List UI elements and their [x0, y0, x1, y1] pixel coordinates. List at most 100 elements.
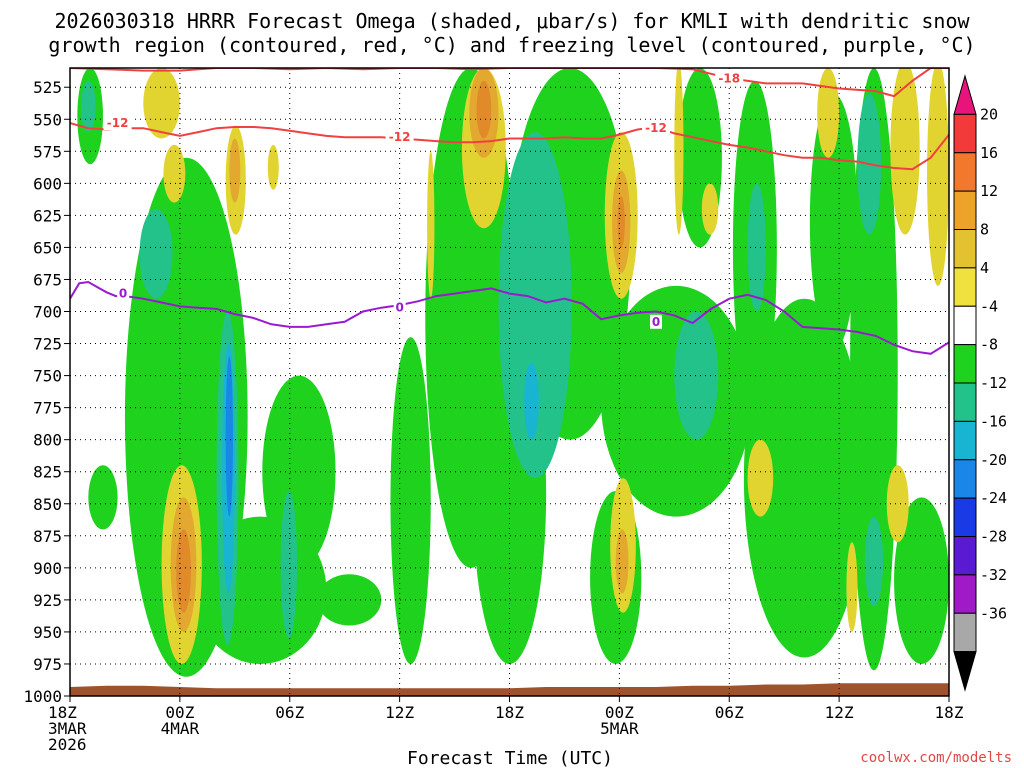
- colorbar-label: -8: [980, 336, 998, 354]
- credit-text: coolwx.com/modelts: [860, 750, 1012, 766]
- omega-region: [229, 138, 241, 203]
- contour-label: 0: [395, 301, 403, 315]
- x-tick-label: 2026: [48, 735, 87, 754]
- colorbar-label: 20: [980, 105, 998, 123]
- colorbar-cell: [953, 497, 977, 537]
- colorbar-label: 12: [980, 182, 998, 200]
- x-tick-label: 3MAR: [48, 719, 87, 738]
- omega-shading: [77, 68, 949, 677]
- colorbar-label: -24: [980, 489, 1007, 507]
- colorbar-label: 4: [980, 259, 989, 277]
- x-tick-label: 00Z: [165, 703, 194, 722]
- colorbar-cell: [953, 651, 977, 692]
- y-tick-label: 1000: [23, 687, 62, 706]
- colorbar-cell: [953, 459, 977, 499]
- omega-region: [176, 529, 191, 613]
- omega-region: [390, 337, 431, 664]
- x-tick-label: 06Z: [275, 703, 304, 722]
- x-tick-label: 18Z: [495, 703, 524, 722]
- colorbar-label: 8: [980, 221, 989, 239]
- omega-region: [427, 151, 435, 299]
- x-axis-label: Forecast Time (UTC): [407, 748, 613, 768]
- y-tick-label: 875: [33, 527, 62, 546]
- x-tick-label: 00Z: [605, 703, 634, 722]
- y-tick-label: 700: [33, 303, 62, 322]
- contour-label: -18: [718, 71, 740, 85]
- contour-label-bg: [103, 116, 132, 131]
- omega-region: [143, 68, 180, 139]
- omega-region: [927, 68, 949, 286]
- x-tick-label: 5MAR: [600, 719, 639, 738]
- omega-region: [846, 542, 858, 632]
- y-tick-label: 950: [33, 623, 62, 642]
- y-tick-label: 600: [33, 174, 62, 193]
- colorbar-cell: [953, 305, 977, 346]
- omega-region: [524, 362, 539, 440]
- x-tick-label: 18Z: [935, 703, 964, 722]
- x-tick-label: 12Z: [825, 703, 854, 722]
- colorbar-label: -16: [980, 412, 1007, 430]
- omega-region: [225, 356, 233, 517]
- colorbar-cell: [953, 344, 977, 384]
- omega-region: [674, 68, 684, 235]
- contour-label: 0: [119, 287, 127, 301]
- omega-region: [80, 80, 96, 133]
- chart-title-line-1: 2026030318 HRRR Forecast Omega (shaded, …: [54, 9, 970, 33]
- omega-region: [743, 298, 865, 658]
- y-tick-label: 750: [33, 367, 62, 386]
- colorbar-cell: [953, 420, 977, 461]
- omega-region: [139, 208, 173, 299]
- colorbar-cell: [953, 267, 977, 307]
- omega-region: [864, 516, 884, 607]
- x-tick-label: 18Z: [48, 703, 77, 722]
- contour-label-bg: [393, 300, 406, 315]
- chart-title-line-2: growth region (contoured, red, °C) and f…: [48, 33, 975, 57]
- contour-label-bg: [385, 130, 414, 145]
- colorbar-cell: [953, 536, 977, 576]
- y-tick-label: 975: [33, 655, 62, 674]
- x-tick-label: 12Z: [385, 703, 414, 722]
- contour-label: -12: [645, 121, 667, 135]
- contour-label: 0: [652, 315, 660, 329]
- omega-region: [617, 196, 625, 248]
- y-tick-label: 650: [33, 238, 62, 257]
- y-tick-label: 800: [33, 431, 62, 450]
- contour-label-bg: [642, 121, 670, 136]
- y-tick-label: 850: [33, 495, 62, 514]
- contour-line: [70, 68, 949, 98]
- omega-region: [280, 490, 298, 639]
- contour-line: [70, 280, 949, 355]
- omega-region: [615, 529, 629, 594]
- colorbar-cell: [953, 152, 977, 192]
- omega-region: [747, 183, 766, 312]
- omega-region: [498, 132, 572, 479]
- colorbar-label: 16: [980, 144, 998, 162]
- surface-terrain: [70, 683, 949, 696]
- omega-region: [317, 574, 382, 626]
- contour-labels: -12 -12 -12 -18 0 0 0: [103, 71, 744, 329]
- y-tick-label: 725: [33, 335, 62, 354]
- surface-band: [70, 683, 949, 696]
- omega-region: [262, 375, 336, 568]
- contour-lines: [70, 68, 949, 355]
- y-axis: 525 550 575 600 625 650 675 700 725 750 775 800 825 8…: [23, 78, 70, 706]
- contour-line: [70, 122, 949, 171]
- omega-region: [476, 80, 492, 139]
- x-tick-label: 4MAR: [161, 719, 200, 738]
- colorbar: 20 16 12 8 4 -4 -8 -12 -16 -20 -24 -28 -32 -36: [953, 74, 1007, 692]
- y-tick-label: 575: [33, 142, 62, 161]
- contour-label-bg: [715, 71, 744, 86]
- colorbar-label: -36: [980, 604, 1007, 622]
- omega-region: [88, 465, 118, 530]
- colorbar-cell: [953, 74, 977, 115]
- y-tick-label: 900: [33, 559, 62, 578]
- y-tick-label: 825: [33, 463, 62, 482]
- omega-region: [163, 144, 186, 203]
- omega-region: [747, 439, 774, 517]
- colorbar-label: -20: [980, 451, 1007, 469]
- colorbar-label: -32: [980, 566, 1007, 584]
- colorbar-label: -12: [980, 374, 1007, 392]
- colorbar-cell: [953, 612, 977, 653]
- colorbar-cell: [953, 574, 977, 614]
